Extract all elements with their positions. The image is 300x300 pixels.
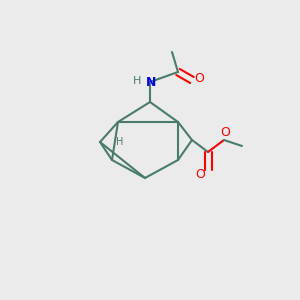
Text: O: O: [220, 127, 230, 140]
Text: N: N: [146, 76, 156, 88]
Text: O: O: [195, 167, 205, 181]
Text: O: O: [194, 73, 204, 85]
Text: H: H: [133, 76, 141, 86]
Text: H: H: [116, 137, 123, 147]
